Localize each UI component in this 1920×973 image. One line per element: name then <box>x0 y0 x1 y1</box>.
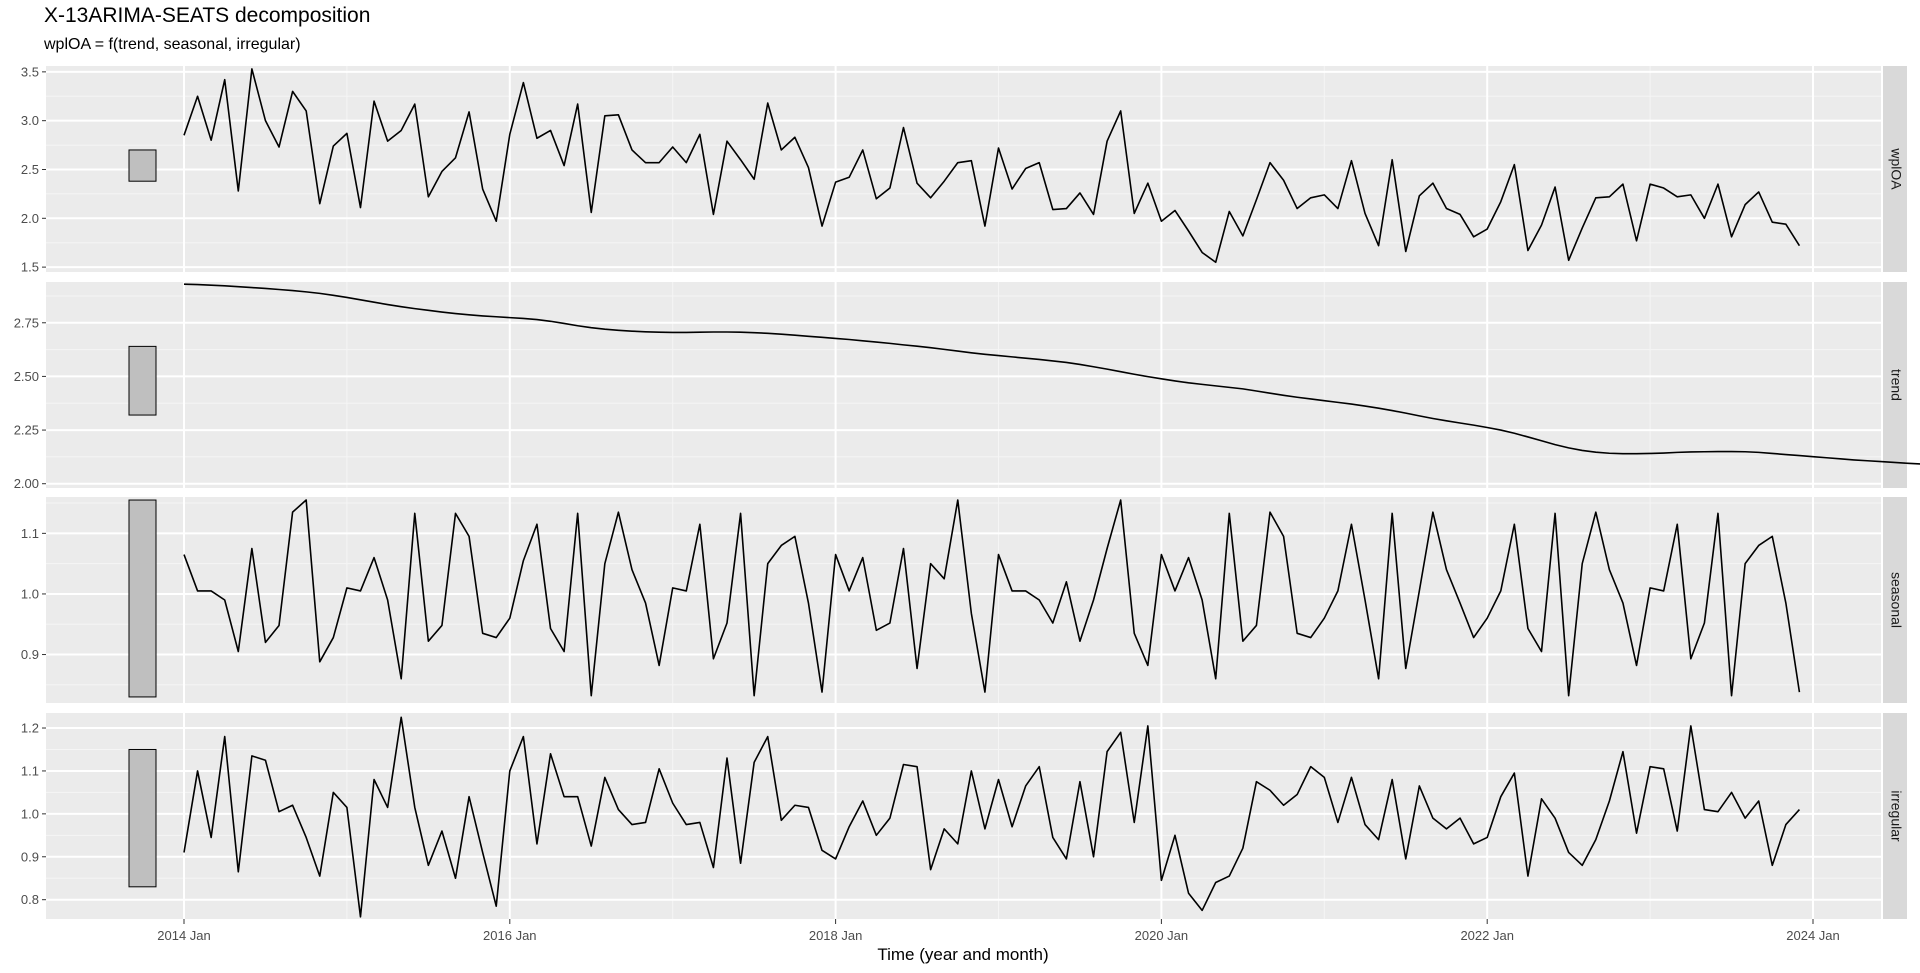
facet-strip-label: trend <box>1888 369 1904 401</box>
facet-strip-label: irregular <box>1888 790 1904 842</box>
series-line-seasonal <box>183 499 1801 697</box>
facet-strip-label: wplOA <box>1888 147 1904 190</box>
series-line-wplOA <box>183 68 1801 264</box>
facet-strip <box>1883 497 1907 703</box>
y-tick-label: 3.0 <box>21 113 39 128</box>
y-tick-label: 1.0 <box>21 586 39 601</box>
facet-wplOA: 1.5 2.0 2.5 3.0 3.5 wplOA <box>21 64 1907 275</box>
series-line-irregular <box>183 716 1801 918</box>
facet-seasonal: 0.9 1.0 1.1 seasonal <box>21 497 1907 703</box>
facet-strip <box>1883 282 1907 488</box>
y-tick-label: 1.5 <box>21 260 39 275</box>
y-tick-label: 2.25 <box>14 423 39 438</box>
y-tick-label: 2.00 <box>14 476 39 491</box>
y-tick-label: 0.8 <box>21 892 39 907</box>
y-tick-label: 2.5 <box>21 162 39 177</box>
panel-background <box>46 497 1881 703</box>
y-tick-label: 2.50 <box>14 369 39 384</box>
facet-trend: 2.00 2.25 2.50 2.75 trend <box>14 282 1920 491</box>
y-tick-label: 1.1 <box>21 763 39 778</box>
panel-background <box>46 282 1881 488</box>
scale-bar <box>128 748 157 888</box>
y-tick-label: 2.0 <box>21 211 39 226</box>
y-tick-label: 2.75 <box>14 315 39 330</box>
x-tick-label: 2018 Jan <box>809 928 863 943</box>
y-tick-label: 1.2 <box>21 721 39 736</box>
scale-bar <box>128 345 157 416</box>
scale-bar <box>128 499 157 698</box>
x-tick-label: 2022 Jan <box>1460 928 1514 943</box>
series-line-trend <box>183 283 1920 465</box>
x-tick-label: 2024 Jan <box>1786 928 1840 943</box>
y-tick-label: 1.0 <box>21 806 39 821</box>
x-tick-label: 2014 Jan <box>157 928 211 943</box>
y-tick-label: 0.9 <box>21 647 39 662</box>
chart-subtitle: wplOA = f(trend, seasonal, irregular) <box>44 36 301 53</box>
y-tick-label: 0.9 <box>21 849 39 864</box>
y-tick-label: 1.1 <box>21 526 39 541</box>
x-tick-label: 2016 Jan <box>483 928 537 943</box>
facet-strip <box>1883 713 1907 919</box>
x-tick-label: 2020 Jan <box>1135 928 1189 943</box>
x-axis-title: Time (year and month) <box>877 945 1048 964</box>
scale-bar <box>128 149 157 182</box>
facet-irregular: 0.8 0.9 1.0 1.1 1.2 irregular <box>21 713 1907 919</box>
facet-strip <box>1883 66 1907 272</box>
chart-title: X-13ARIMA-SEATS decomposition <box>44 4 371 27</box>
facet-strip-label: seasonal <box>1888 572 1904 628</box>
y-tick-label: 3.5 <box>21 64 39 79</box>
